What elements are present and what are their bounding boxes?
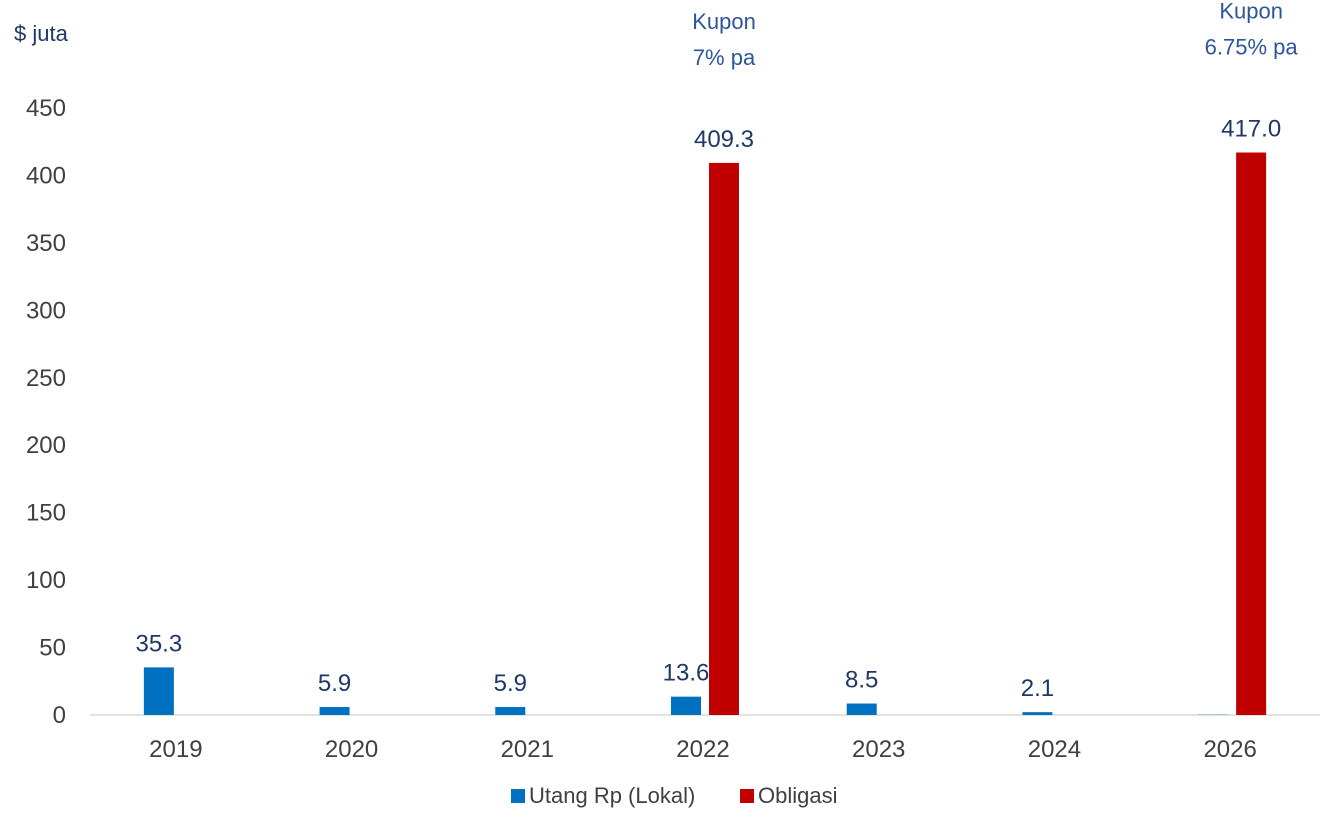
data-label: 2.1 (1021, 675, 1054, 702)
y-axis-label: $ juta (14, 21, 69, 46)
bar-utang-rp-lokal (495, 707, 526, 715)
x-tick-label: 2021 (501, 736, 554, 763)
bar-utang-rp-lokal (846, 703, 877, 715)
x-tick-label: 2020 (325, 736, 378, 763)
data-label: 35.3 (135, 630, 182, 657)
bar-utang-rp-lokal (143, 667, 174, 715)
annotations: Kupon 7% pa Kupon 6.75% pa (692, 0, 1298, 70)
y-tick-label: 150 (26, 500, 66, 527)
y-tick-label: 0 (53, 702, 66, 729)
data-label: 8.5 (845, 667, 878, 694)
legend-swatch (740, 789, 754, 803)
annotation-text: 7% pa (693, 45, 756, 70)
data-label: 5.9 (494, 670, 527, 697)
y-tick-label: 400 (26, 162, 66, 189)
data-labels: 35.3 5.9 5.9 13.6 8.5 2.1 409.3 417.0 (135, 116, 1281, 703)
data-label: 5.9 (318, 670, 351, 697)
bars (143, 152, 1267, 716)
y-tick-label: 300 (26, 297, 66, 324)
y-axis-ticks: 0 50 100 150 200 250 300 350 400 450 (26, 95, 66, 729)
y-tick-label: 200 (26, 432, 66, 459)
x-tick-label: 2022 (676, 736, 729, 763)
x-tick-label: 2024 (1028, 736, 1081, 763)
bar-utang-rp-lokal (319, 707, 350, 715)
bar-obligasi (1236, 152, 1267, 716)
legend: Utang Rp (Lokal) Obligasi (511, 783, 837, 808)
x-tick-label: 2026 (1203, 736, 1256, 763)
bar-utang-rp-lokal (671, 696, 701, 715)
annotation-text: Kupon (1219, 0, 1283, 24)
annotation-text: 6.75% pa (1205, 35, 1299, 60)
legend-label: Obligasi (758, 783, 837, 808)
y-tick-label: 50 (39, 635, 66, 662)
y-tick-label: 450 (26, 95, 66, 122)
y-tick-label: 250 (26, 365, 66, 392)
x-axis-ticks: 2019 2020 2021 2022 2023 2024 2026 (149, 736, 1257, 763)
legend-label: Utang Rp (Lokal) (529, 783, 695, 808)
bar-obligasi (709, 162, 739, 715)
y-tick-label: 350 (26, 230, 66, 257)
data-label: 417.0 (1221, 116, 1281, 143)
data-label: 13.6 (663, 660, 710, 687)
x-tick-label: 2023 (852, 736, 905, 763)
y-tick-label: 100 (26, 567, 66, 594)
bar-utang-rp-lokal (1022, 712, 1053, 715)
annotation-text: Kupon (692, 9, 756, 34)
x-tick-label: 2019 (149, 736, 202, 763)
legend-swatch (511, 789, 525, 803)
bar-utang-rp-lokal- (1198, 714, 1229, 715)
data-label: 409.3 (694, 126, 754, 153)
